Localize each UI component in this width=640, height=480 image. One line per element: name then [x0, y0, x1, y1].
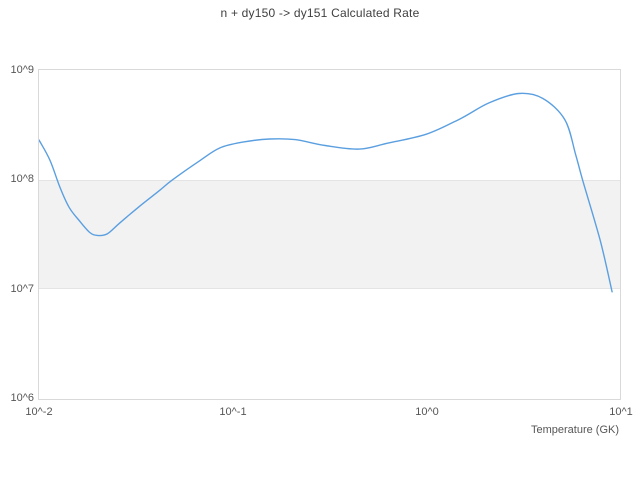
rate-line [39, 92, 613, 293]
y-tick-label: 10^8 [10, 173, 34, 185]
x-tick-label: 10^1 [609, 406, 633, 418]
y-tick-label: 10^6 [10, 392, 34, 404]
chart-title: n + dy150 -> dy151 Calculated Rate [220, 6, 420, 20]
x-tick-label: 10^-1 [219, 406, 247, 418]
y-tick-label: 10^9 [10, 64, 34, 76]
highlight-band [39, 179, 620, 290]
plot-area [38, 69, 621, 400]
rate-curve-svg [39, 92, 613, 293]
x-axis-title: Temperature (GK) [530, 424, 619, 436]
x-tick-label: 10^0 [415, 406, 439, 418]
y-tick-label: 10^7 [10, 283, 34, 295]
x-tick-label: 10^-2 [25, 406, 53, 418]
